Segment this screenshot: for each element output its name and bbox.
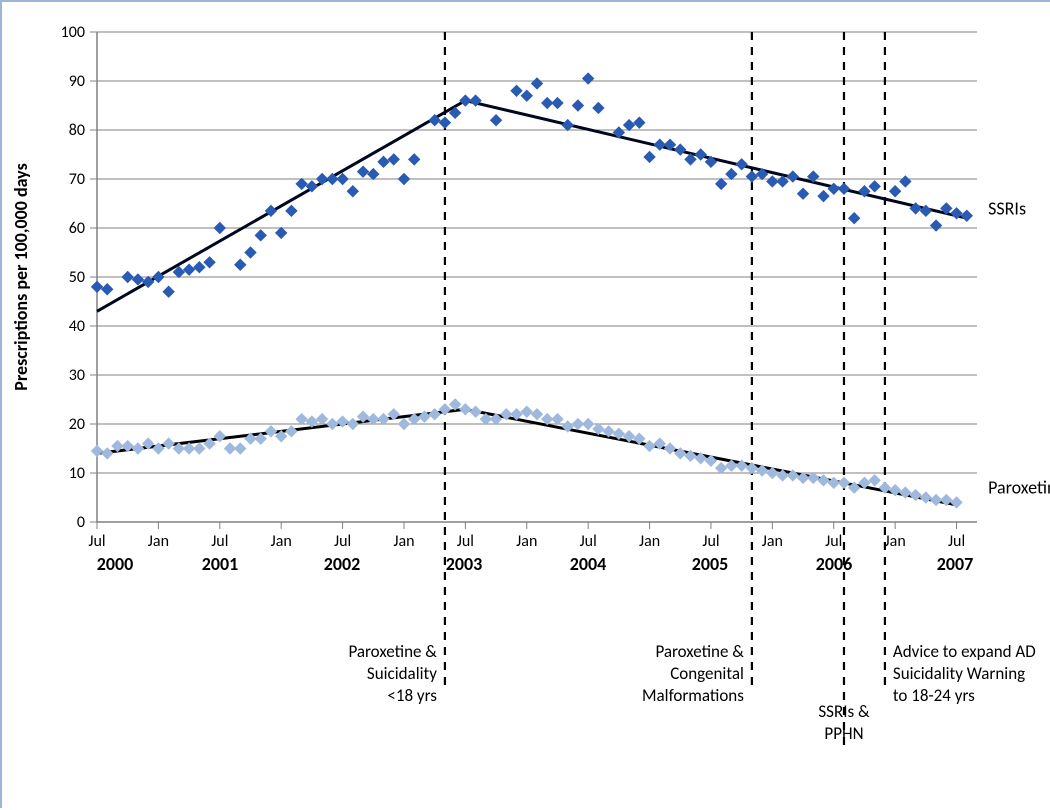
svg-text:2002: 2002 <box>324 553 361 575</box>
svg-text:Jan: Jan <box>148 532 169 551</box>
svg-text:Paroxetine: Paroxetine <box>988 477 1050 499</box>
svg-text:100: 100 <box>61 23 85 42</box>
svg-text:Jan: Jan <box>271 532 292 551</box>
svg-text:2003: 2003 <box>446 553 483 575</box>
svg-text:SSRIs &: SSRIs & <box>818 701 870 722</box>
svg-text:30: 30 <box>69 366 85 385</box>
svg-text:<18 yrs: <18 yrs <box>387 685 437 706</box>
svg-text:Jul: Jul <box>825 532 842 551</box>
svg-text:2000: 2000 <box>97 553 134 575</box>
prescriptions-chart: 0 10 20 30 40 50 60 70 80 90 100 Jul Jan Jul Jan Jul Jan… <box>2 2 1050 810</box>
svg-text:Jul: Jul <box>948 532 965 551</box>
svg-text:Jul: Jul <box>334 532 351 551</box>
svg-text:Jul: Jul <box>702 532 719 551</box>
svg-text:Jul: Jul <box>580 532 597 551</box>
chart-frame: 0 10 20 30 40 50 60 70 80 90 100 Jul Jan Jul Jan Jul Jan… <box>0 0 1050 808</box>
svg-text:2006: 2006 <box>816 553 853 575</box>
svg-text:Jan: Jan <box>762 532 783 551</box>
svg-text:to 18-24 yrs: to 18-24 yrs <box>893 685 975 706</box>
svg-text:Jul: Jul <box>211 532 228 551</box>
svg-text:10: 10 <box>69 464 85 483</box>
svg-text:PPHN: PPHN <box>824 723 863 744</box>
svg-text:80: 80 <box>69 121 85 140</box>
svg-text:90: 90 <box>69 72 85 91</box>
svg-text:Malformations: Malformations <box>642 685 744 706</box>
svg-text:Prescriptions per 100,000 days: Prescriptions per 100,000 days <box>10 163 32 391</box>
svg-text:Jan: Jan <box>639 532 660 551</box>
svg-text:40: 40 <box>69 317 85 336</box>
svg-text:Paroxetine &: Paroxetine & <box>348 641 437 662</box>
svg-text:Jan: Jan <box>516 532 537 551</box>
svg-text:2007: 2007 <box>937 553 974 575</box>
svg-text:2005: 2005 <box>692 553 729 575</box>
svg-text:60: 60 <box>69 219 85 238</box>
svg-text:SSRIs: SSRIs <box>988 197 1026 219</box>
svg-text:0: 0 <box>77 513 85 532</box>
svg-text:Jul: Jul <box>88 532 105 551</box>
svg-text:Congenital: Congenital <box>670 663 744 684</box>
svg-text:20: 20 <box>69 415 85 434</box>
svg-text:50: 50 <box>69 268 85 287</box>
svg-text:70: 70 <box>69 170 85 189</box>
svg-text:Paroxetine &: Paroxetine & <box>655 641 744 662</box>
svg-text:Jul: Jul <box>457 532 474 551</box>
svg-text:Suicidality: Suicidality <box>367 663 437 684</box>
svg-text:Jan: Jan <box>393 532 414 551</box>
svg-text:2004: 2004 <box>570 553 607 575</box>
svg-text:Suicidality Warning: Suicidality Warning <box>893 663 1025 684</box>
svg-text:Jan: Jan <box>885 532 906 551</box>
svg-text:2001: 2001 <box>202 553 239 575</box>
svg-text:Advice to expand AD: Advice to expand AD <box>893 641 1036 662</box>
